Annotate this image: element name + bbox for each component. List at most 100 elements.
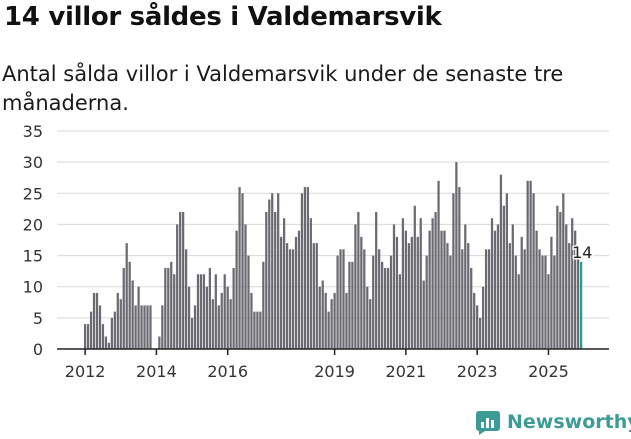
bar: [282, 218, 286, 349]
bar: [131, 280, 134, 349]
bar: [511, 224, 514, 349]
bar: [167, 268, 170, 349]
x-tick-label: 2019: [314, 362, 355, 381]
bar: [297, 230, 301, 349]
bar: [309, 218, 312, 349]
bar: [86, 324, 90, 349]
bar: [544, 255, 547, 349]
bar: [187, 286, 191, 349]
bar: [363, 249, 366, 349]
bar: [416, 236, 419, 349]
bar: [315, 243, 318, 349]
bar: [324, 292, 327, 349]
bar: [149, 305, 152, 349]
bar: [116, 292, 119, 349]
bar: [327, 311, 330, 349]
bar: [214, 274, 217, 349]
bar: [182, 211, 185, 349]
bar: [336, 255, 339, 349]
bar: [481, 286, 485, 349]
bar: [205, 286, 209, 349]
bar: [95, 292, 99, 349]
y-tick-label: 0: [33, 340, 43, 359]
bar: [407, 243, 410, 349]
bar: [535, 230, 538, 349]
bar: [143, 305, 146, 349]
bar: [413, 205, 416, 349]
bar: [208, 268, 211, 349]
bar: [366, 286, 369, 349]
bar: [574, 230, 577, 349]
bar: [568, 243, 571, 349]
chart-subtitle: Antal sålda villor i Valdemarsvik under …: [2, 62, 564, 115]
bar: [312, 243, 315, 349]
bar: [550, 236, 553, 349]
bar: [259, 311, 262, 349]
bar: [449, 255, 452, 349]
bar: [493, 230, 497, 349]
bar: [342, 249, 345, 349]
bar: [235, 230, 238, 349]
bar: [122, 268, 125, 349]
y-tick-label: 25: [23, 184, 43, 203]
bar: [476, 305, 479, 349]
data-label: 14: [572, 243, 592, 262]
y-tick-label: 10: [23, 278, 43, 297]
bar: [113, 311, 116, 349]
bar: [553, 255, 556, 349]
bar: [184, 249, 188, 349]
bar: [98, 305, 102, 349]
x-axis: 2012 2014 2016 2019 2021 2023 2025: [57, 348, 609, 381]
bar: [333, 292, 336, 349]
bar: [499, 174, 503, 349]
bar: [547, 274, 550, 349]
bar: [443, 230, 446, 349]
bar: [291, 249, 295, 349]
bar: [262, 261, 265, 349]
bar: [425, 255, 428, 349]
bar: [107, 342, 111, 349]
bar: [383, 268, 387, 349]
bar: [196, 274, 200, 349]
bar: [386, 268, 390, 349]
bar: [372, 255, 375, 349]
bar: [104, 336, 108, 349]
bar: [190, 317, 194, 349]
bar: [517, 274, 520, 349]
bar: [375, 211, 378, 349]
bar: [247, 255, 250, 349]
bar: [217, 305, 220, 349]
bar: [128, 261, 131, 349]
bar: [559, 211, 562, 349]
bar: [577, 249, 580, 349]
x-tick-label: 2012: [65, 362, 106, 381]
bar: [110, 317, 113, 349]
bar: [369, 299, 372, 349]
bar: [520, 236, 523, 349]
bar: [455, 162, 458, 349]
bar: [541, 255, 544, 349]
bar: [487, 249, 491, 349]
bar: [140, 305, 143, 349]
bar: [134, 305, 137, 349]
bar: [288, 249, 292, 349]
bar: [294, 236, 298, 349]
bar: [271, 193, 274, 349]
bar: [452, 193, 455, 349]
x-tick-label: 2014: [136, 362, 177, 381]
bar: [238, 187, 241, 349]
bar: [461, 249, 464, 349]
bar: [422, 280, 425, 349]
bar: [179, 211, 182, 349]
bar: [170, 261, 173, 349]
bar: [532, 193, 535, 349]
bar: [490, 218, 494, 349]
bar: [505, 193, 508, 349]
bar: [354, 224, 357, 349]
x-tick-label: 2021: [386, 362, 427, 381]
bar: [161, 305, 164, 349]
bar: [458, 187, 461, 349]
bar: [562, 193, 565, 349]
bar: [202, 274, 206, 349]
